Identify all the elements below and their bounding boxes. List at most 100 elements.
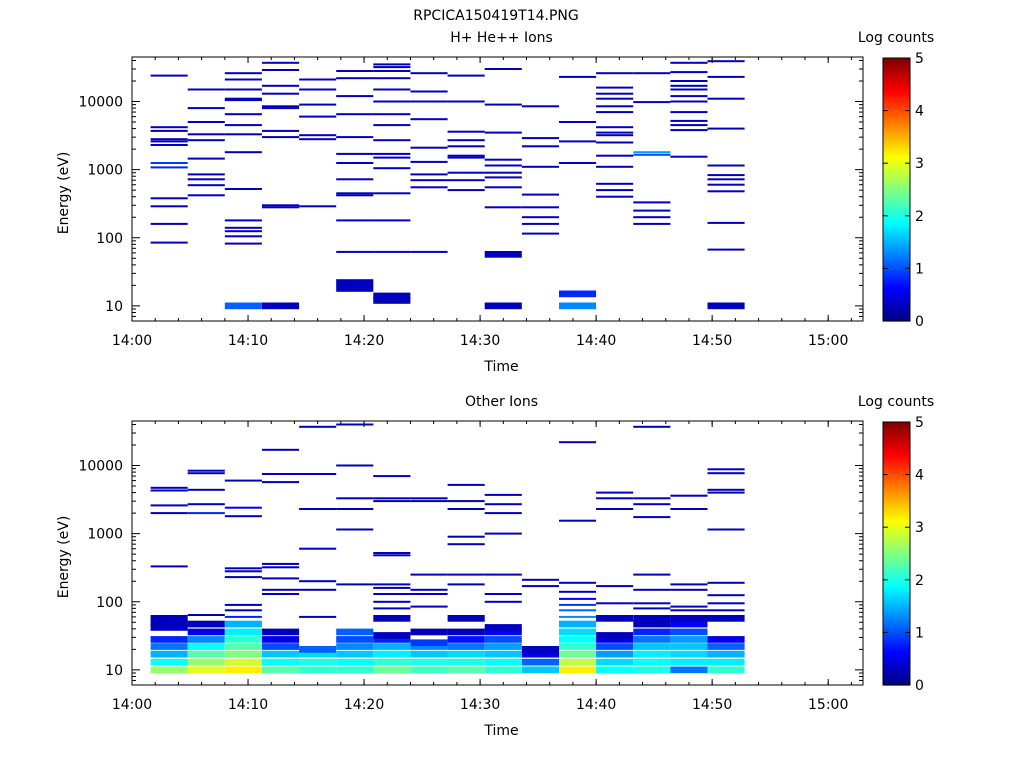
- colorbar-strip: [883, 498, 910, 502]
- y-axis-label: Energy (eV): [56, 516, 72, 599]
- heatmap-cell: [262, 636, 300, 643]
- colorbar-strip: [883, 130, 910, 134]
- colorbar-strip: [883, 422, 910, 425]
- heatmap-cell: [336, 70, 374, 72]
- colorbar-strip: [883, 656, 910, 660]
- heatmap-cell: [707, 174, 745, 177]
- heatmap-cell: [596, 658, 634, 666]
- colorbar-strip: [883, 483, 910, 487]
- heatmap-cell: [559, 650, 597, 658]
- heatmap-cell: [150, 615, 188, 622]
- heatmap-cell: [559, 302, 597, 310]
- colorbar-strip: [883, 448, 910, 452]
- x-tick-label: 14:20: [344, 333, 384, 349]
- colorbar-strip: [883, 244, 910, 248]
- colorbar-strip: [883, 119, 910, 123]
- heatmap-cell: [336, 650, 374, 658]
- heatmap-cell: [447, 535, 485, 538]
- heatmap-cell: [707, 127, 745, 130]
- colorbar-strip: [883, 161, 910, 164]
- colorbar-strip: [883, 489, 910, 493]
- heatmap-cell: [596, 636, 634, 643]
- heatmap-cell: [373, 554, 411, 557]
- colorbar-strip: [883, 228, 910, 232]
- heatmap-cell: [596, 165, 634, 168]
- heatmap-cell: [670, 494, 708, 497]
- colorbar-strip: [883, 174, 910, 177]
- colorbar-strip: [883, 435, 910, 438]
- heatmap-cell: [187, 178, 225, 181]
- heatmap-cell: [707, 302, 745, 310]
- heatmap-cell: [150, 624, 188, 631]
- colorbar-strip: [883, 299, 910, 302]
- colorbar-strip: [883, 430, 910, 434]
- heatmap-cell: [187, 133, 225, 136]
- heatmap-cell: [633, 153, 671, 156]
- heatmap-cell: [150, 205, 188, 208]
- heatmap-cell: [521, 137, 559, 140]
- colorbar-strip: [883, 169, 910, 173]
- heatmap-cell: [410, 72, 448, 75]
- heatmap-cell: [187, 636, 225, 643]
- heatmap-cell: [484, 176, 522, 179]
- colorbar-strip: [883, 95, 910, 99]
- heatmap-cell: [373, 643, 411, 650]
- heatmap-cell: [187, 488, 225, 491]
- colorbar-tick-label: 2: [915, 209, 924, 225]
- colorbar-strip: [883, 134, 910, 138]
- heatmap-cell: [336, 136, 374, 139]
- heatmap-cell: [670, 100, 708, 103]
- heatmap-cell: [187, 512, 225, 515]
- colorbar-strip: [883, 617, 910, 620]
- plot-frame: [131, 56, 864, 322]
- colorbar-strip: [883, 549, 910, 552]
- heatmap-cell: [410, 90, 448, 93]
- x-tick-label: 14:10: [228, 333, 268, 349]
- heatmap-cell: [187, 650, 225, 658]
- colorbar-strip: [883, 261, 910, 265]
- colorbar-strip: [883, 647, 910, 651]
- panel-other-ions: Other Ions 14:00 14:10 14:20 14:30 14:40 14:50…: [56, 394, 934, 739]
- heatmap-cell: [707, 468, 745, 471]
- heatmap-cell: [633, 425, 671, 428]
- heatmap-cell: [447, 189, 485, 192]
- heatmap-cell: [596, 92, 634, 95]
- heatmap-cell: [707, 666, 745, 674]
- colorbar-strip: [883, 314, 910, 318]
- heatmap-cell: [187, 139, 225, 142]
- colorbar-strip: [883, 64, 910, 68]
- heatmap-cell: [596, 105, 634, 108]
- colorbar-strip: [883, 487, 910, 491]
- heatmap-cell: [187, 614, 225, 616]
- heatmap-cell: [224, 603, 262, 606]
- colorbar-strip: [883, 226, 910, 230]
- heatmap-cell: [224, 643, 262, 650]
- heatmap-cell: [559, 658, 597, 666]
- colorbar-strip: [883, 242, 910, 245]
- heatmap-cell: [633, 216, 671, 219]
- heatmap-cell: [373, 658, 411, 666]
- heatmap-cell: [336, 113, 374, 116]
- colorbar-tick-label: 0: [915, 678, 924, 694]
- colorbar-strip: [883, 529, 910, 533]
- heatmap-cell: [373, 650, 411, 658]
- y-tick-label: 10000: [78, 95, 123, 111]
- heatmap-cell: [373, 636, 411, 643]
- colorbar-strip: [883, 158, 910, 162]
- heatmap-cell: [299, 547, 337, 550]
- heatmap-cell: [150, 643, 188, 650]
- heatmap-cell: [373, 593, 411, 595]
- colorbar-strip: [883, 128, 910, 131]
- heatmap-cell: [484, 186, 522, 189]
- colorbar-strip: [883, 649, 910, 653]
- colorbar-strip: [883, 248, 910, 252]
- heatmap-cell: [670, 615, 708, 622]
- colorbar-strip: [883, 531, 910, 535]
- colorbar-strip: [883, 211, 910, 215]
- colorbar-strip: [883, 454, 910, 458]
- colorbar-strip: [883, 187, 910, 191]
- colorbar-strip: [883, 564, 910, 568]
- heatmap-cell: [670, 508, 708, 510]
- colorbar-strip: [883, 575, 910, 579]
